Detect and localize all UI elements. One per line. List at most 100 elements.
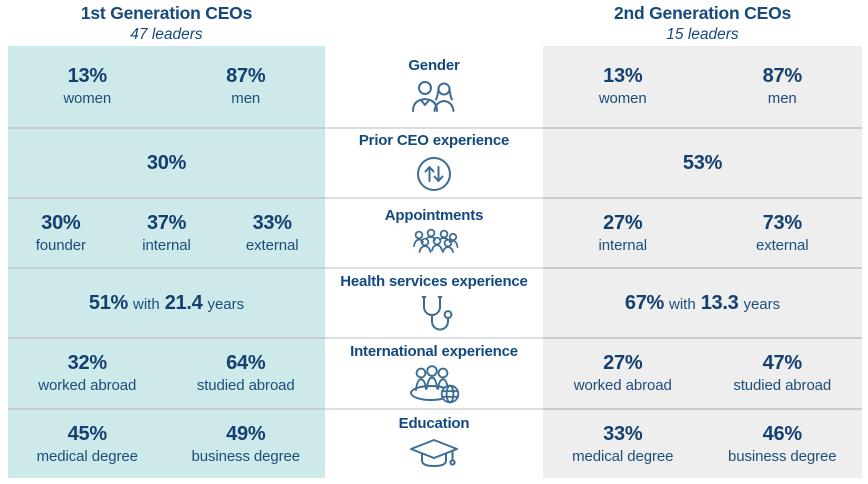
gen1-prior-ceo-stat: 30% [147, 152, 186, 174]
stat-label: worked abroad [38, 377, 137, 395]
stat-value: 33% [252, 211, 292, 234]
stat-text: with [133, 295, 160, 313]
stat-value: 37% [146, 211, 187, 234]
category-label: Education [398, 414, 470, 432]
right-group-title: 2nd Generation CEOs [613, 3, 792, 23]
stat-label: studied abroad [733, 377, 832, 395]
stat-value: 49% [226, 422, 266, 445]
category-label: Prior CEO experience [358, 131, 510, 149]
stat-value: 53% [682, 152, 723, 174]
stat-value: 33% [603, 422, 643, 445]
stat-value: 30% [146, 152, 187, 174]
stat-value: 87% [226, 65, 266, 88]
category-prior-ceo: Prior CEO experience [325, 127, 543, 197]
gen2-business-degree-stat: 46% business degree [703, 423, 863, 465]
stat-label: medical degree [572, 447, 674, 465]
stat-label: internal [598, 236, 648, 254]
gen2-prior-ceo-cell: 53% [543, 127, 862, 197]
stat-value: 21.4 [164, 291, 203, 314]
stat-label: medical degree [36, 447, 138, 465]
gen2-health-cell: 67% with 13.3 years [543, 267, 862, 337]
stat-label: external [755, 236, 809, 254]
stat-text: with [669, 295, 696, 313]
gen2-men-stat: 87% men [703, 65, 863, 107]
gen2-internal-stat: 27% internal [543, 212, 703, 254]
stat-value: 13.3 [700, 291, 739, 314]
gen1-external-stat: 33% external [219, 212, 325, 254]
gen2-external-stat: 73% external [703, 212, 863, 254]
category-gender: Gender [325, 46, 543, 127]
gen2-gender-cell: 13% women 87% men [543, 46, 862, 127]
category-label: Health services experience [340, 272, 528, 290]
graduation-cap-icon [408, 436, 460, 474]
category-international: International experience [325, 337, 543, 408]
gen1-health-stat: 51% with 21.4 years [89, 292, 244, 315]
gen1-founder-stat: 30% founder [8, 212, 114, 254]
gen1-education-cell: 45% medical degree 49% business degree [8, 408, 325, 478]
category-appointments: Appointments [325, 197, 543, 267]
stat-value: 13% [67, 65, 107, 88]
stat-label: studied abroad [196, 377, 295, 395]
gen2-worked-abroad-stat: 27% worked abroad [543, 352, 703, 394]
gen1-medical-degree-stat: 45% medical degree [8, 423, 167, 465]
stat-text: years [207, 295, 245, 313]
people-crowd-icon [406, 228, 462, 260]
right-group-subtitle: 15 leaders [666, 26, 739, 43]
gen1-internal-stat: 37% internal [114, 212, 220, 254]
gen1-prior-ceo-cell: 30% [8, 127, 325, 197]
stat-label: external [245, 236, 299, 254]
gen1-gender-cell: 13% women 87% men [8, 46, 325, 127]
gen2-women-stat: 13% women [543, 65, 703, 107]
stat-label: women [63, 90, 112, 108]
stat-label: worked abroad [573, 377, 672, 395]
gen2-education-cell: 33% medical degree 46% business degree [543, 408, 862, 478]
stat-label: men [231, 90, 261, 108]
gen1-studied-abroad-stat: 64% studied abroad [167, 352, 326, 394]
comparison-grid: 13% women 87% men Gender [8, 46, 862, 478]
stat-value: 30% [41, 211, 81, 234]
gender-icon [408, 78, 460, 116]
gen2-health-stat: 67% with 13.3 years [625, 292, 780, 315]
stat-value: 27% [603, 211, 643, 234]
category-education: Education [325, 408, 543, 478]
people-globe-icon [405, 364, 463, 404]
left-group-subtitle: 47 leaders [130, 26, 203, 43]
stat-value: 87% [762, 65, 802, 88]
category-label: Appointments [384, 206, 484, 224]
gen1-international-cell: 32% worked abroad 64% studied abroad [8, 337, 325, 408]
stat-value: 46% [762, 422, 802, 445]
stat-label: business degree [191, 447, 301, 465]
stat-value: 32% [67, 352, 107, 375]
gen2-international-cell: 27% worked abroad 47% studied abroad [543, 337, 862, 408]
stat-value: 13% [603, 65, 643, 88]
stat-label: founder [35, 236, 86, 254]
left-group-header: 1st Generation CEOs 47 leaders [8, 3, 325, 44]
stat-value: 47% [762, 352, 802, 375]
stat-label: men [767, 90, 797, 108]
arrows-up-down-icon [413, 153, 455, 195]
category-label: Gender [408, 57, 460, 74]
stat-label: women [598, 90, 647, 108]
right-group-header: 2nd Generation CEOs 15 leaders [543, 3, 862, 44]
gen2-appointments-cell: 27% internal 73% external [543, 197, 862, 267]
gen1-business-degree-stat: 49% business degree [167, 423, 326, 465]
gen2-medical-degree-stat: 33% medical degree [543, 423, 703, 465]
gen1-men-stat: 87% men [167, 65, 326, 107]
stethoscope-icon [414, 294, 454, 334]
stat-value: 51% [88, 291, 129, 314]
gen1-appointments-cell: 30% founder 37% internal 33% external [8, 197, 325, 267]
stat-value: 45% [67, 422, 107, 445]
gen1-health-cell: 51% with 21.4 years [8, 267, 325, 337]
category-label: International experience [350, 343, 518, 360]
stat-value: 67% [624, 291, 665, 314]
category-health: Health services experience [325, 267, 543, 337]
stat-value: 73% [762, 211, 802, 234]
gen2-studied-abroad-stat: 47% studied abroad [703, 352, 863, 394]
stat-value: 27% [603, 352, 643, 375]
left-group-title: 1st Generation CEOs [80, 3, 253, 23]
gen1-women-stat: 13% women [8, 65, 167, 107]
gen2-prior-ceo-stat: 53% [683, 152, 722, 174]
stat-label: internal [142, 236, 191, 254]
stat-value: 64% [226, 352, 266, 375]
